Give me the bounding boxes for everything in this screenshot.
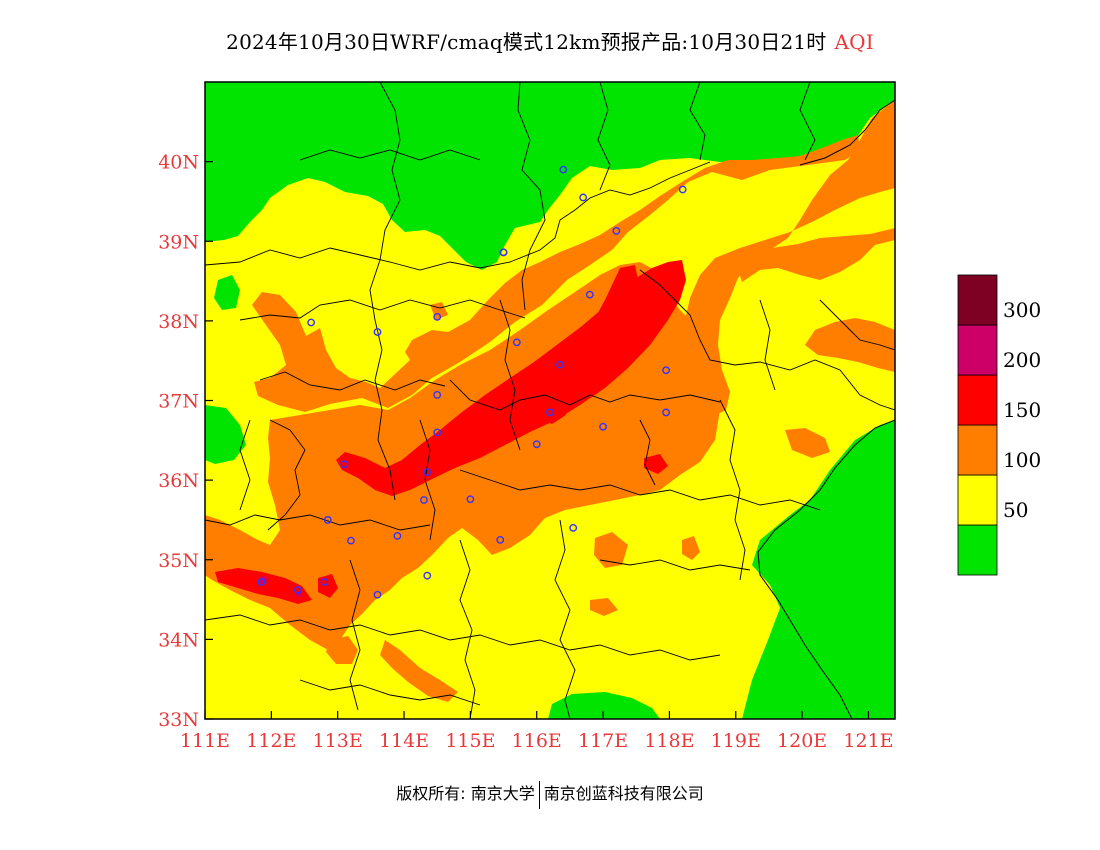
aqi-region-usg-main [252,135,860,412]
aqi-region-unhealthy-c [538,402,566,424]
admin-boundaries [205,82,895,719]
station-marker [423,468,432,477]
legend-swatch [957,274,998,326]
y-tick-label: 33N [158,709,199,731]
aqi-region-good-east [742,420,895,719]
station-marker [466,495,475,504]
aqi-region-usg-s [326,636,358,664]
x-tick-label: 112E [246,730,296,752]
x-tick-label: 114E [379,730,429,752]
station-marker [678,185,687,194]
aqi-contour-field [205,82,895,719]
aqi-region-usg-eastern [805,318,895,372]
station-marker [257,578,266,586]
x-tick-label: 117E [578,730,628,752]
station-markers [257,165,687,599]
copyright-right: 南京创蓝科技有限公司 [543,784,704,803]
legend-label: 100 [1003,448,1041,472]
title-variable: AQI [834,30,874,54]
x-tick-label: 116E [512,730,562,752]
legend-label: 150 [1003,398,1041,422]
station-marker [340,460,349,469]
x-tick-label: 115E [445,730,495,752]
legend-swatch [957,524,998,576]
station-marker [293,586,302,594]
y-tick-label: 39N [158,231,199,253]
station-marker [347,536,355,545]
aqi-region-usg-e3 [785,428,830,458]
aqi-region-good-south [548,692,660,719]
legend-label: 300 [1003,298,1041,322]
legend-swatch [957,324,998,376]
legend-swatch [957,474,998,526]
aqi-region-good-wsmall [214,275,240,310]
station-marker [499,248,508,257]
x-tick-label: 120E [777,730,827,752]
station-marker [433,312,442,321]
footer-separator [538,780,540,809]
y-tick-label: 34N [158,629,199,651]
map-title: 2024年10月30日WRF/cmaq模式12km预报产品:10月30日21时 A… [0,26,1100,55]
y-tick-label: 36N [158,470,199,492]
copyright-left: 版权所有: 南京大学 [396,784,535,803]
x-axis: 111E 112E 113E 114E 115E 116E 117E 118E 119E 120E… [180,711,894,752]
copyright-footer: 版权所有: 南京大学 南京创蓝科技有限公司 [0,780,1100,809]
aqi-region-unhealthy-sw2 [318,574,338,598]
station-marker [599,422,607,431]
station-marker [307,318,316,327]
station-marker [433,391,442,399]
y-axis: 33N 34N 35N 36N 37N 38N 39N 40N [158,152,213,731]
y-tick-label: 37N [158,391,199,413]
legend-swatch [957,374,998,426]
station-marker [546,408,554,417]
station-marker [532,440,541,449]
aqi-region-unhealthy-sw [215,568,312,604]
station-marker [393,531,402,540]
station-marker [373,590,382,599]
station-marker [420,496,428,504]
station-marker [662,408,671,417]
station-marker [559,165,568,174]
station-marker [662,366,671,375]
title-main: 2024年10月30日WRF/cmaq模式12km预报产品:10月30日21时 [226,30,827,54]
x-tick-label: 111E [180,730,230,752]
x-tick-label: 113E [313,730,363,752]
station-marker [423,571,432,580]
aqi-region-usg-se2 [682,536,700,560]
legend-label: 200 [1003,348,1041,372]
y-tick-label: 38N [158,311,199,333]
aqi-region-good-west [205,405,246,464]
x-tick-label: 118E [644,730,694,752]
aqi-region-unhealthy-north [595,265,640,332]
station-marker [556,360,564,369]
station-marker [433,428,442,437]
station-marker [612,226,621,235]
aqi-region-usg-se [594,532,628,568]
x-tick-label: 119E [711,730,761,752]
coastline [757,99,895,719]
y-tick-label: 40N [158,152,199,174]
aqi-region-usg-ne2 [735,228,895,282]
aqi-region-good-north [205,82,895,270]
aqi-region-usg-dot1 [590,598,618,616]
aqi-region-usg-sw [380,640,458,702]
station-marker [512,338,521,347]
station-marker [323,516,332,524]
station-marker [579,193,588,202]
station-marker [496,535,505,544]
aqi-region-unhealthy-e [644,454,668,474]
x-tick-label: 121E [843,730,893,752]
station-marker [373,328,382,336]
station-marker [320,578,329,586]
legend-swatch [957,424,998,476]
station-marker [585,290,594,299]
aqi-legend: 50 100 150 200 300 [957,274,1041,576]
legend-label: 50 [1003,498,1028,522]
y-tick-label: 35N [158,550,199,572]
station-marker [569,524,578,532]
